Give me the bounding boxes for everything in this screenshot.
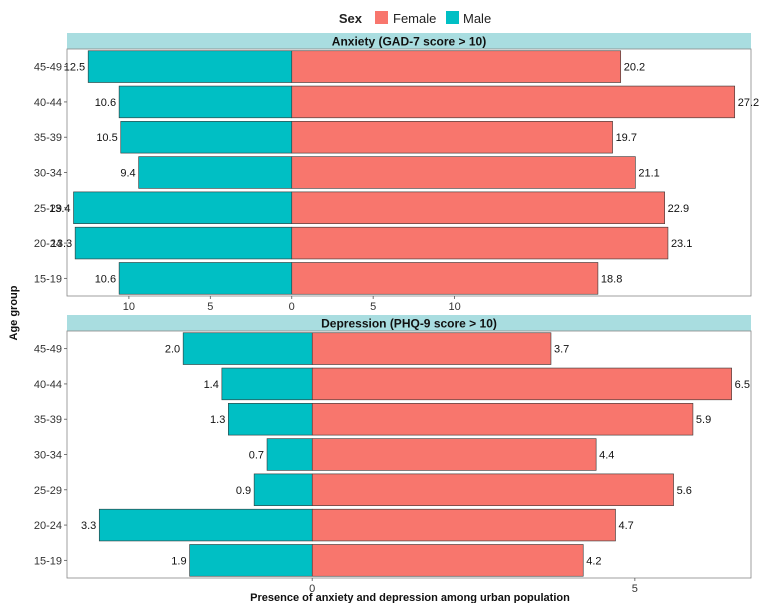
facet-title: Depression (PHQ-9 score > 10) xyxy=(321,317,497,331)
x-axis-title: Presence of anxiety and depression among… xyxy=(250,592,570,603)
y-tick-label: 35-39 xyxy=(34,132,62,144)
bar-female xyxy=(291,156,636,189)
data-label-female: 6.5 xyxy=(735,379,750,391)
bar-female xyxy=(311,403,694,436)
bar-female xyxy=(291,226,669,260)
data-label-female: 23.1 xyxy=(671,238,692,250)
data-label-female: 4.4 xyxy=(599,450,614,462)
legend-swatch-female xyxy=(375,11,388,24)
bar-female xyxy=(291,85,736,119)
data-label-female: 18.8 xyxy=(601,273,622,285)
data-label-female: 4.2 xyxy=(586,555,601,567)
y-tick-label: 20-24 xyxy=(34,520,62,532)
bar-female xyxy=(311,473,674,506)
y-tick-label: 30-34 xyxy=(34,450,62,462)
data-label-female: 20.2 xyxy=(624,62,645,74)
data-label-male: 2.0 xyxy=(165,344,180,356)
bar-male xyxy=(87,50,293,83)
bar-male xyxy=(182,332,313,365)
data-label-female: 5.9 xyxy=(696,414,711,426)
bar-female xyxy=(291,50,622,83)
bar-male xyxy=(253,473,313,506)
x-tick-label: 5 xyxy=(207,301,213,313)
legend-title: Sex xyxy=(339,11,363,26)
legend: Sex Female Male xyxy=(339,11,491,26)
data-label-male: 1.3 xyxy=(210,414,225,426)
bar-female xyxy=(311,367,732,401)
facet-title: Anxiety (GAD-7 score > 10) xyxy=(332,35,486,49)
bar-female xyxy=(291,121,613,154)
y-tick-label: 20-24 xyxy=(34,238,62,250)
data-label-male: 12.5 xyxy=(64,62,85,74)
bar-male xyxy=(74,226,293,260)
y-tick-label: 45-49 xyxy=(34,62,62,74)
bar-male xyxy=(73,191,293,224)
data-label-female: 27.2 xyxy=(738,97,759,109)
y-tick-label: 25-29 xyxy=(34,203,62,215)
data-label-male: 10.5 xyxy=(96,132,117,144)
bar-female xyxy=(311,508,616,542)
legend-label-male: Male xyxy=(463,11,491,26)
facet-panel: Anxiety (GAD-7 score > 10) 45-49 20.2 12.5 4… xyxy=(34,33,759,313)
y-tick-label: 40-44 xyxy=(34,97,62,109)
bar-male xyxy=(118,262,293,295)
bar-female xyxy=(291,262,599,295)
bar-male xyxy=(266,438,313,471)
data-label-male: 13.4 xyxy=(49,203,70,215)
data-label-female: 4.7 xyxy=(618,520,633,532)
facet-strip xyxy=(67,315,751,331)
y-tick-label: 45-49 xyxy=(34,344,62,356)
bar-female xyxy=(311,438,597,471)
bar-male xyxy=(138,156,293,189)
x-tick-label: 10 xyxy=(448,301,460,313)
y-tick-label: 40-44 xyxy=(34,379,62,391)
x-tick-label: 0 xyxy=(289,301,295,313)
data-label-female: 19.7 xyxy=(616,132,637,144)
data-label-male: 1.9 xyxy=(171,555,186,567)
bar-male xyxy=(228,403,313,436)
x-tick-label: 0 xyxy=(309,583,315,595)
data-label-male: 0.9 xyxy=(236,485,251,497)
data-label-male: 13.3 xyxy=(51,238,72,250)
data-label-male: 0.7 xyxy=(249,450,264,462)
data-label-male: 10.6 xyxy=(95,273,116,285)
data-label-female: 22.9 xyxy=(668,203,689,215)
bar-male xyxy=(120,121,293,154)
y-tick-label: 15-19 xyxy=(34,273,62,285)
y-tick-label: 25-29 xyxy=(34,485,62,497)
bar-male xyxy=(118,85,293,119)
legend-label-female: Female xyxy=(393,11,436,26)
bar-female xyxy=(311,544,584,577)
facet-strip xyxy=(67,33,751,49)
data-label-male: 10.6 xyxy=(95,97,116,109)
y-tick-label: 35-39 xyxy=(34,414,62,426)
data-label-male: 9.4 xyxy=(120,168,135,180)
bar-male xyxy=(221,367,313,401)
y-tick-label: 30-34 xyxy=(34,168,62,180)
data-label-female: 3.7 xyxy=(554,344,569,356)
facet-panel: Depression (PHQ-9 score > 10) 45-49 3.7 2.0… xyxy=(34,315,752,595)
bar-male xyxy=(98,508,313,542)
y-tick-label: 15-19 xyxy=(34,555,62,567)
x-tick-label: 10 xyxy=(123,301,135,313)
data-label-female: 21.1 xyxy=(638,168,659,180)
y-axis-title: Age group xyxy=(8,285,20,340)
x-tick-label: 5 xyxy=(632,583,638,595)
legend-swatch-male xyxy=(446,11,459,24)
facet-panels: Anxiety (GAD-7 score > 10)45-49 20.212.54… xyxy=(34,33,759,595)
data-label-female: 5.6 xyxy=(677,485,692,497)
data-label-male: 3.3 xyxy=(81,520,96,532)
x-tick-label: 5 xyxy=(370,301,376,313)
bar-male xyxy=(189,544,313,577)
bar-female xyxy=(311,332,552,365)
data-label-male: 1.4 xyxy=(204,379,219,391)
bar-female xyxy=(291,191,665,224)
